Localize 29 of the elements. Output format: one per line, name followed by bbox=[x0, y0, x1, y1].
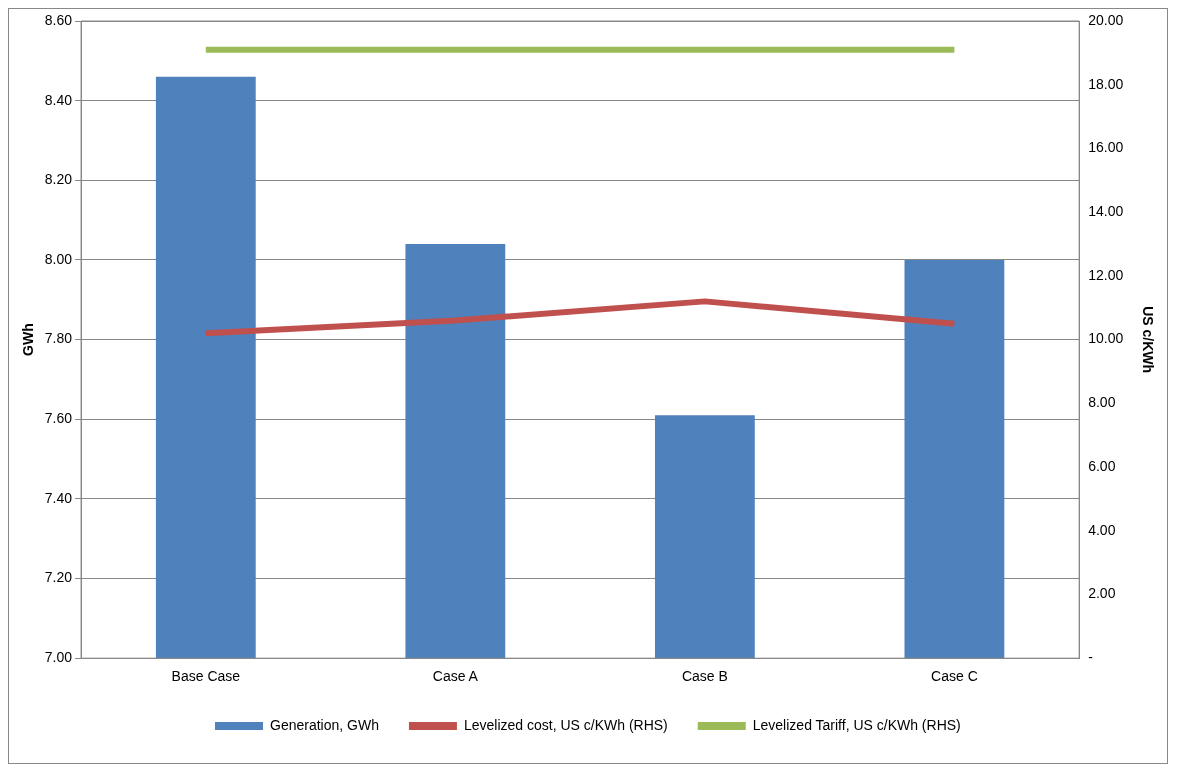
y2-tick-label: 18.00 bbox=[1088, 75, 1124, 92]
y-tick-label: 7.00 bbox=[44, 649, 73, 666]
y-tick-label: 8.60 bbox=[44, 11, 73, 28]
y2-tick-label: 12.00 bbox=[1088, 266, 1124, 283]
x-tick-label: Case C bbox=[931, 668, 978, 685]
y-axis-title: GWh bbox=[20, 323, 37, 356]
legend-label: Levelized cost, US c/KWh (RHS) bbox=[463, 716, 668, 733]
y-tick-label: 8.20 bbox=[44, 171, 73, 188]
y-tick-label: 7.20 bbox=[44, 569, 73, 586]
y-tick-label: 8.40 bbox=[44, 91, 73, 108]
y2-tick-label: 6.00 bbox=[1088, 457, 1116, 474]
y-tick-label: 7.60 bbox=[44, 410, 73, 427]
y2-tick-label: 4.00 bbox=[1088, 521, 1116, 538]
y-tick-label: 7.80 bbox=[44, 330, 73, 347]
x-tick-label: Case A bbox=[432, 668, 479, 685]
x-tick-label: Case B bbox=[681, 668, 728, 685]
y-tick-label: 8.00 bbox=[44, 250, 73, 267]
y2-tick-label: 10.00 bbox=[1088, 330, 1124, 347]
y2-tick-label: 16.00 bbox=[1088, 139, 1124, 156]
y2-axis-title: US c/KWh bbox=[1139, 306, 1156, 374]
legend-label: Generation, GWh bbox=[269, 716, 379, 733]
y2-tick-label: 8.00 bbox=[1088, 394, 1116, 411]
y-tick-label: 7.40 bbox=[44, 489, 73, 506]
x-tick-label: Base Case bbox=[171, 668, 241, 685]
legend-label: Levelized Tariff, US c/KWh (RHS) bbox=[752, 716, 961, 733]
y2-tick-label: 14.00 bbox=[1088, 203, 1124, 220]
y2-tick-label: 2.00 bbox=[1088, 585, 1116, 602]
y2-tick-label: 20.00 bbox=[1088, 11, 1124, 28]
y2-tick-label: - bbox=[1088, 649, 1094, 666]
